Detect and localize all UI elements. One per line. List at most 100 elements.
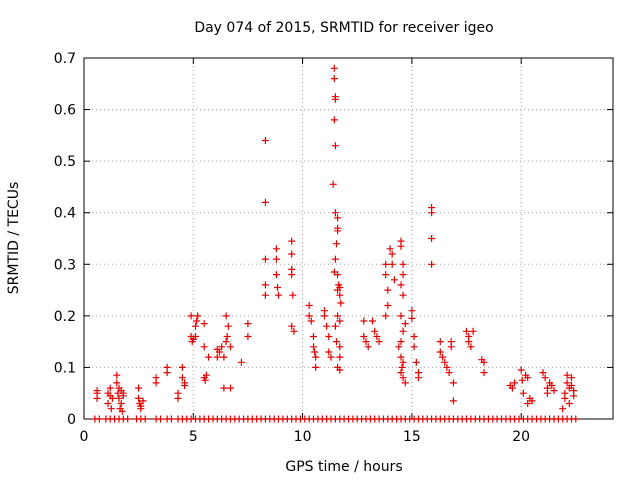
data-point <box>563 371 571 379</box>
data-point <box>331 255 339 263</box>
data-point <box>108 394 116 402</box>
data-point <box>205 353 213 361</box>
data-point <box>93 387 101 395</box>
data-point <box>382 260 390 268</box>
data-point <box>174 394 182 402</box>
data-point <box>336 317 344 325</box>
data-point <box>408 314 416 322</box>
data-point <box>325 333 333 340</box>
data-point <box>113 379 121 387</box>
data-point <box>181 382 189 389</box>
data-point <box>329 180 337 188</box>
data-point <box>436 338 444 346</box>
data-point <box>330 116 338 124</box>
data-point <box>334 286 342 294</box>
data-point <box>572 415 580 423</box>
data-point <box>399 271 407 279</box>
data-point <box>445 369 453 377</box>
data-point <box>333 240 340 248</box>
data-point <box>524 400 532 407</box>
data-point <box>157 415 164 423</box>
data-point <box>237 358 245 366</box>
data-point <box>480 369 488 377</box>
data-point <box>386 245 394 253</box>
data-point <box>331 142 339 150</box>
data-point <box>395 343 403 351</box>
data-point <box>289 291 297 299</box>
data-point <box>222 338 230 346</box>
data-point <box>288 250 296 258</box>
data-point <box>428 209 436 217</box>
data-point <box>517 366 525 374</box>
axis-ticks: 0 5 10 15 20 0 0.1 0.2 0.3 0.4 0.5 0.6 0.7 <box>54 51 613 445</box>
data-point <box>261 255 269 263</box>
data-point <box>118 407 126 415</box>
data-point <box>397 353 405 361</box>
data-point <box>201 376 209 384</box>
data-point <box>333 338 340 346</box>
data-point <box>559 405 567 413</box>
data-point <box>508 384 516 392</box>
x-tick-label: 5 <box>189 429 198 445</box>
data-point <box>410 333 418 340</box>
data-point <box>388 250 396 258</box>
data-point <box>311 348 319 356</box>
y-tick-label: 0.2 <box>54 309 76 325</box>
data-point <box>124 415 132 423</box>
data-point <box>327 353 335 361</box>
data-point <box>192 322 199 330</box>
data-point <box>528 397 536 405</box>
data-point <box>244 333 252 340</box>
data-point <box>331 95 339 103</box>
data-point <box>337 299 345 307</box>
data-point <box>375 338 383 346</box>
data-point <box>288 237 296 245</box>
data-point <box>244 320 252 328</box>
data-point <box>399 374 407 382</box>
data-point <box>95 415 103 423</box>
data-point <box>449 379 457 387</box>
data-point <box>224 322 232 330</box>
data-point <box>200 320 208 328</box>
data-point <box>194 312 202 320</box>
data-point <box>428 235 436 242</box>
data-point <box>360 317 368 325</box>
data-point <box>397 312 405 320</box>
data-point <box>373 333 381 340</box>
data-point <box>227 343 234 351</box>
data-point <box>369 317 376 325</box>
data-point <box>310 333 317 340</box>
data-point <box>274 284 281 291</box>
data-point <box>107 405 115 413</box>
data-point <box>428 260 436 268</box>
data-point <box>336 366 344 374</box>
data-point <box>382 312 390 320</box>
data-point <box>398 363 406 371</box>
data-point <box>167 415 175 423</box>
data-point <box>410 343 418 351</box>
data-point <box>331 322 339 330</box>
data-point <box>141 415 149 423</box>
data-point <box>272 255 280 263</box>
data-point <box>399 358 407 366</box>
data-point <box>223 333 231 340</box>
data-point <box>384 302 392 309</box>
data-point <box>334 271 342 279</box>
data-point <box>480 358 488 366</box>
data-point <box>200 343 208 351</box>
data-point <box>336 343 344 351</box>
data-point <box>220 384 228 392</box>
data-point <box>261 281 269 289</box>
data-point <box>519 389 527 397</box>
data-point <box>275 291 282 299</box>
data-point <box>401 320 409 328</box>
data-point <box>104 400 112 407</box>
y-tick-label: 0.7 <box>54 51 76 67</box>
data-point <box>139 397 147 405</box>
data-point <box>323 322 331 330</box>
data-points <box>91 64 580 423</box>
data-point <box>399 327 407 335</box>
data-point <box>397 338 405 346</box>
data-point <box>561 394 569 402</box>
data-point <box>371 327 379 335</box>
